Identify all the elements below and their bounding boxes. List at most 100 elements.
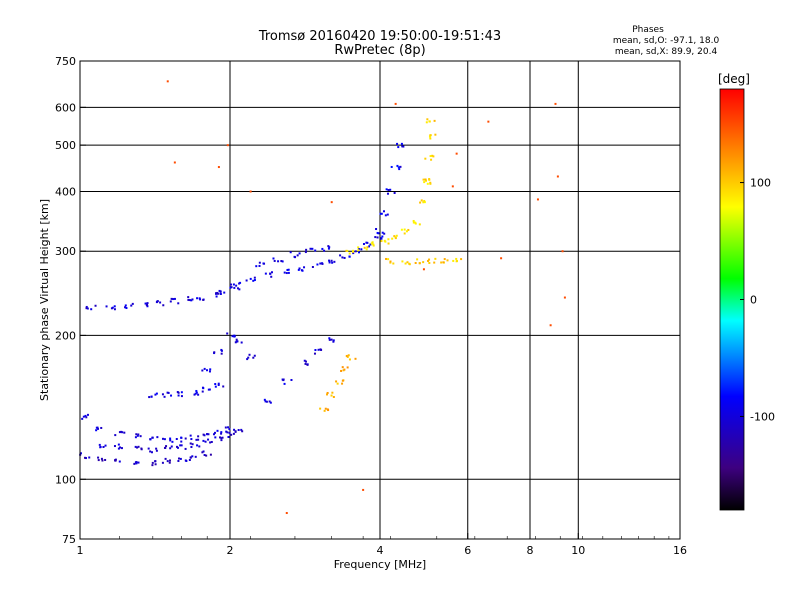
data-point: [86, 307, 89, 310]
data-point: [239, 281, 242, 284]
data-point: [369, 243, 372, 246]
data-point: [194, 392, 197, 395]
data-point: [180, 444, 183, 447]
data-point: [105, 305, 108, 308]
chart-title: Tromsø 20160420 19:50:00-19:51:43: [258, 29, 501, 44]
x-tick-label: 2: [227, 544, 234, 557]
data-point: [400, 228, 403, 231]
data-point: [121, 431, 124, 434]
x-axis-label: Frequency [MHz]: [334, 558, 426, 571]
data-point: [155, 447, 158, 450]
data-point: [400, 142, 403, 145]
data-point: [215, 295, 218, 298]
data-point: [549, 324, 552, 327]
data-point: [290, 378, 293, 381]
data-point: [418, 223, 421, 226]
data-point: [120, 447, 123, 450]
data-point: [265, 400, 268, 403]
data-point: [264, 400, 267, 403]
data-point: [431, 154, 434, 157]
data-point: [311, 265, 314, 268]
data-point: [179, 457, 182, 460]
data-point: [380, 212, 383, 215]
x-tick-label: 10: [571, 544, 585, 557]
data-point: [297, 268, 300, 271]
data-point: [162, 304, 165, 307]
data-point: [253, 279, 256, 282]
data-point: [455, 260, 458, 263]
data-point: [201, 451, 204, 454]
data-point: [236, 287, 239, 290]
data-point: [330, 394, 333, 397]
data-point: [210, 440, 213, 443]
data-point: [424, 178, 427, 181]
data-point: [180, 391, 183, 394]
data-point: [180, 395, 183, 398]
data-point: [124, 306, 127, 309]
data-point: [120, 430, 123, 433]
data-point: [412, 219, 415, 222]
data-point: [179, 444, 182, 447]
data-point: [150, 451, 153, 454]
data-point: [226, 144, 229, 147]
data-point: [205, 454, 208, 457]
data-point: [202, 433, 205, 436]
data-point: [187, 296, 190, 299]
data-point: [154, 393, 157, 396]
data-point: [168, 459, 171, 462]
data-point: [219, 436, 222, 439]
data-point: [88, 456, 91, 459]
data-point: [452, 259, 455, 262]
data-point: [283, 382, 286, 385]
data-point: [252, 356, 255, 359]
data-point: [205, 369, 208, 372]
data-point: [348, 358, 351, 361]
data-point: [416, 258, 419, 261]
data-point: [304, 251, 307, 254]
data-point: [209, 368, 212, 371]
data-point: [341, 256, 344, 259]
data-point: [233, 286, 236, 289]
data-point: [327, 245, 330, 248]
data-point: [238, 288, 241, 291]
data-point: [227, 436, 230, 439]
data-point: [434, 133, 437, 136]
data-point: [94, 304, 97, 307]
data-point: [169, 447, 172, 450]
data-point: [330, 201, 333, 204]
data-point: [229, 286, 232, 289]
data-point: [184, 459, 187, 462]
data-point: [134, 445, 137, 448]
data-point: [249, 190, 252, 193]
data-point: [190, 446, 193, 449]
data-point: [321, 247, 324, 250]
data-point: [169, 300, 172, 303]
data-point: [201, 369, 204, 372]
data-point: [429, 181, 432, 184]
data-point: [433, 261, 436, 264]
data-point: [172, 298, 175, 301]
data-point: [326, 393, 329, 396]
data-point: [199, 298, 202, 301]
data-point: [298, 267, 301, 270]
data-point: [424, 157, 427, 160]
data-point: [326, 408, 329, 411]
data-point: [422, 268, 425, 271]
data-point: [235, 338, 238, 341]
data-point: [140, 447, 143, 450]
data-point: [156, 436, 159, 439]
data-point: [177, 394, 180, 397]
y-axis-label: Stationary phase Virtual Height [km]: [38, 199, 51, 401]
data-point: [366, 241, 369, 244]
data-point: [222, 385, 225, 388]
data-point: [393, 191, 396, 194]
data-point: [146, 302, 149, 305]
data-point: [271, 271, 274, 274]
data-point: [86, 413, 89, 416]
data-point: [184, 437, 187, 440]
data-point: [264, 272, 267, 275]
data-point: [563, 296, 566, 299]
data-point: [213, 351, 216, 354]
data-point: [225, 430, 228, 433]
data-point: [428, 178, 431, 181]
